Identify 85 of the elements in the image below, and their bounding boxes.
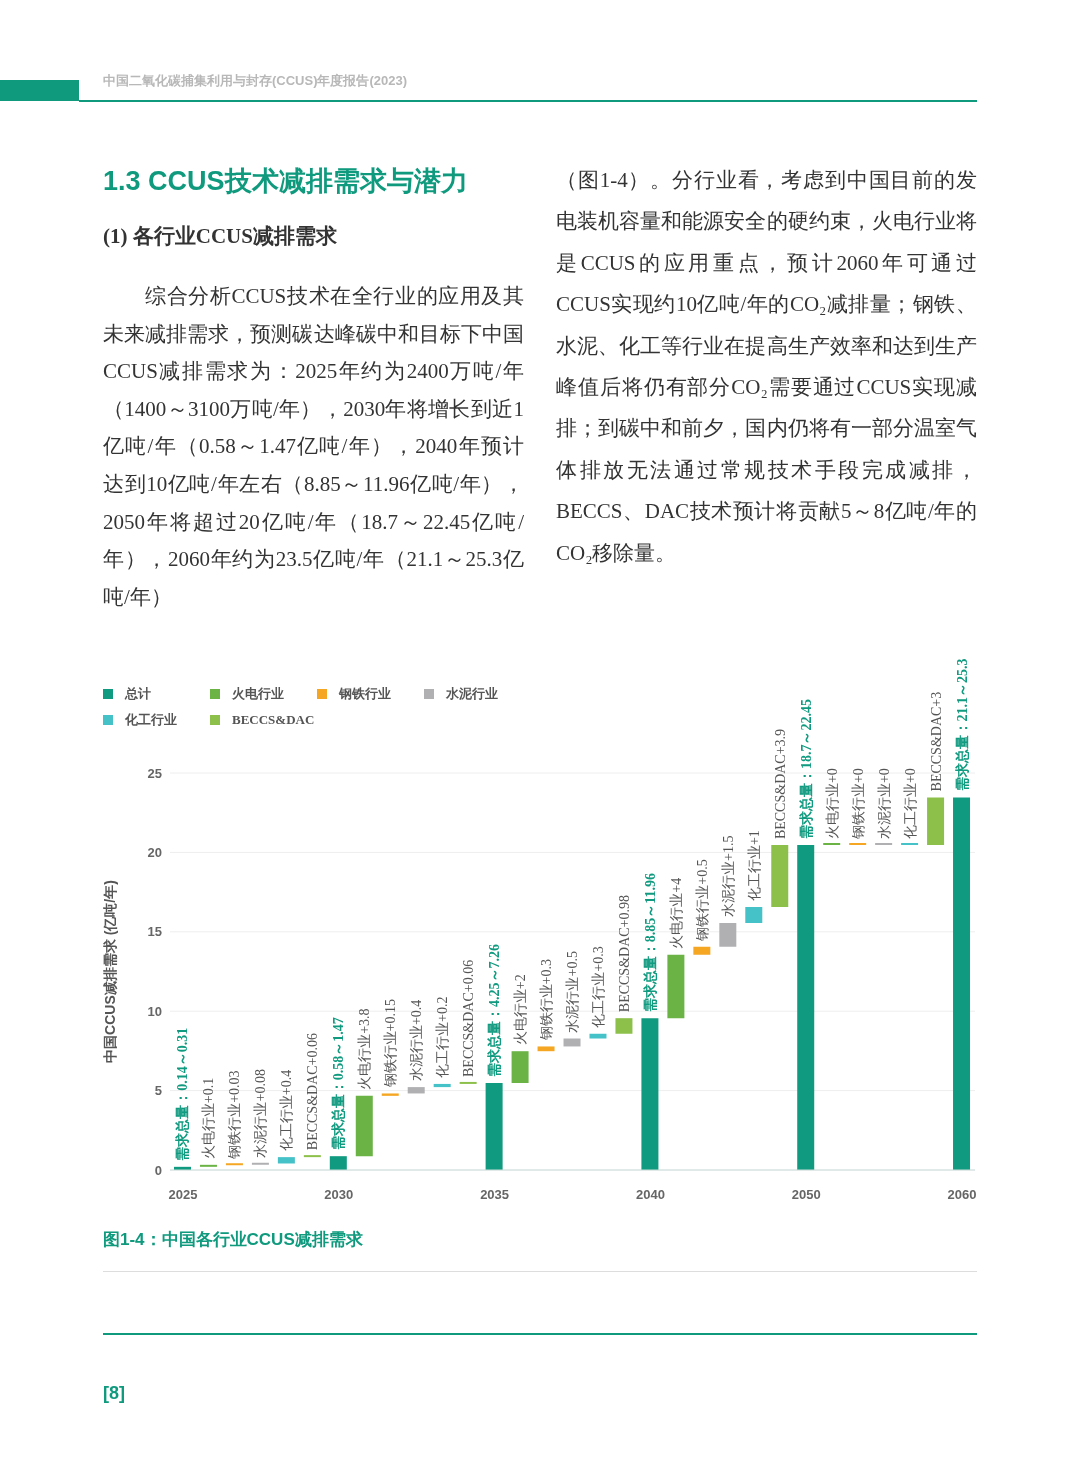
data-label: 水泥行业+0 — [876, 768, 892, 840]
data-label: 需求总量：18.7～22.45 — [798, 699, 814, 840]
legend-label: 钢铁行业 — [339, 685, 391, 703]
bar — [693, 946, 711, 955]
bar — [927, 797, 945, 846]
text: (1) 各行业CCUS减排需求 — [103, 223, 337, 250]
text: 图1-4：中国各行业CCUS减排需求 — [103, 1229, 363, 1251]
bar — [849, 843, 867, 846]
data-label: 需求总量：21.1～25.3 — [954, 658, 970, 792]
data-label: 火电行业+4 — [668, 877, 684, 949]
text: 1.3 CCUS技术减排需求与潜力 — [103, 165, 468, 198]
data-label: 钢铁行业+0.5 — [694, 859, 710, 942]
x-tick-label: 2025 — [168, 1187, 198, 1203]
y-tick-label: 10 — [147, 1003, 162, 1019]
bar — [303, 1155, 321, 1158]
data-label: 化工行业+0 — [902, 768, 918, 840]
text: 中国二氧化碳捕集利用与封存(CCUS)年度报告(2023) — [103, 72, 408, 90]
data-label: 火电行业+2 — [513, 974, 529, 1046]
legend-label: 水泥行业 — [446, 685, 498, 703]
bar — [953, 797, 971, 1170]
bar — [277, 1157, 295, 1164]
x-tick-label: 2050 — [791, 1187, 821, 1203]
data-label: 钢铁行业+0.3 — [539, 959, 555, 1042]
bar — [641, 1018, 659, 1170]
data-label: 钢铁行业+0.03 — [227, 1070, 243, 1160]
legend-label: 总计 — [125, 685, 151, 703]
data-label: 需求总量：4.25～7.26 — [487, 943, 503, 1077]
bar — [797, 845, 815, 1170]
bar — [719, 922, 737, 947]
data-label: 化工行业+0.3 — [590, 946, 606, 1028]
data-label: 需求总量：0.14～0.31 — [175, 1027, 191, 1161]
bar — [823, 843, 841, 846]
legend-label: 化工行业 — [125, 711, 177, 729]
bar — [615, 1018, 633, 1034]
data-label: 需求总量：8.85～11.96 — [642, 872, 658, 1013]
bar — [537, 1046, 555, 1052]
data-label: 水泥行业+0.5 — [565, 951, 580, 1033]
bar — [329, 1156, 347, 1170]
data-label: 化工行业+0.4 — [279, 1069, 295, 1152]
y-tick-label: 25 — [147, 765, 162, 781]
bar — [771, 845, 789, 908]
data-label: 化工行业+0.2 — [435, 996, 451, 1078]
bar — [433, 1083, 451, 1088]
data-label: 水泥行业+0.08 — [253, 1069, 269, 1158]
data-label: BECCS&DAC+3 — [928, 691, 944, 792]
bar — [485, 1082, 503, 1170]
bar — [355, 1095, 373, 1157]
data-label: 水泥行业+0.4 — [409, 999, 425, 1082]
text: 综合分析CCUS技术在全行业的应用及其未来减排需求，预测碳达峰碳中和目标下中国CCUS减排需求为：2025年约为2400万吨/年（1400～3100万吨/年），2030年将增长到近1亿吨/年（0.58～1.47亿吨/年），2040年预计达到10亿吨/年左右（8.85～11.96亿吨/年），2050年将超过20亿吨/年（18.7～22.45亿吨/年），2060年约为23.5亿吨/年（21.1～25.3亿吨/年） — [103, 284, 524, 609]
text: （图1-4）。分行业看，考虑到中国目前的发电装机容量和能源安全的硬约束，火电行业将是CCUS的应用重点，预计2060年可通过CCUS实现约10亿吨/年的CO₂减排量；钢铁、水泥、化工等行业在提高生产效率和达到生产峰值后将仍有部分CO₂需要通过CCUS实现减排；到碳中和前夕，国内仍将有一部分温室气体排放无法通过常规技术手段完成减排，BECCS、DAC技术预计将贡献5～8亿吨/年的CO₂移除量。 — [556, 168, 977, 565]
bar — [199, 1164, 217, 1167]
x-tick-label: 2040 — [635, 1187, 665, 1203]
data-label: 火电行业+3.8 — [357, 1008, 373, 1090]
data-label: 钢铁行业+0.15 — [383, 999, 399, 1089]
bar — [511, 1051, 529, 1083]
x-tick-label: 2035 — [480, 1187, 510, 1203]
bar — [381, 1093, 399, 1096]
bar — [667, 954, 685, 1019]
y-tick-label: 20 — [147, 845, 162, 861]
bar — [251, 1162, 269, 1165]
data-label: 水泥行业+1.5 — [720, 835, 736, 917]
y-tick-label: 0 — [154, 1162, 162, 1178]
x-tick-label: 2060 — [947, 1187, 977, 1203]
data-label: 火电行业+0.1 — [201, 1077, 217, 1160]
bar — [459, 1081, 477, 1084]
bar — [225, 1163, 243, 1166]
legend-label: BECCS&DAC — [232, 712, 315, 728]
data-label: BECCS&DAC+0.98 — [616, 894, 632, 1013]
bar — [589, 1033, 607, 1039]
data-label: BECCS&DAC+3.9 — [772, 728, 788, 840]
y-tick-label: 5 — [154, 1083, 162, 1099]
bar — [407, 1087, 425, 1094]
data-label: 化工行业+1 — [746, 830, 762, 902]
data-label: 需求总量：0.58～1.47 — [331, 1017, 347, 1151]
bar — [901, 843, 919, 846]
text: [8] — [103, 1383, 125, 1404]
y-axis-title: 中国CCUS减排需求 (亿吨/年) — [101, 880, 118, 1063]
x-tick-label: 2030 — [324, 1187, 354, 1203]
data-label: 钢铁行业+0 — [850, 768, 866, 841]
data-label: 火电行业+0 — [824, 768, 840, 840]
legend-label: 火电行业 — [232, 685, 284, 703]
y-tick-label: 15 — [147, 924, 162, 940]
data-label: BECCS&DAC+0.06 — [461, 959, 477, 1077]
bar — [745, 907, 763, 923]
data-label: BECCS&DAC+0.06 — [305, 1032, 321, 1151]
